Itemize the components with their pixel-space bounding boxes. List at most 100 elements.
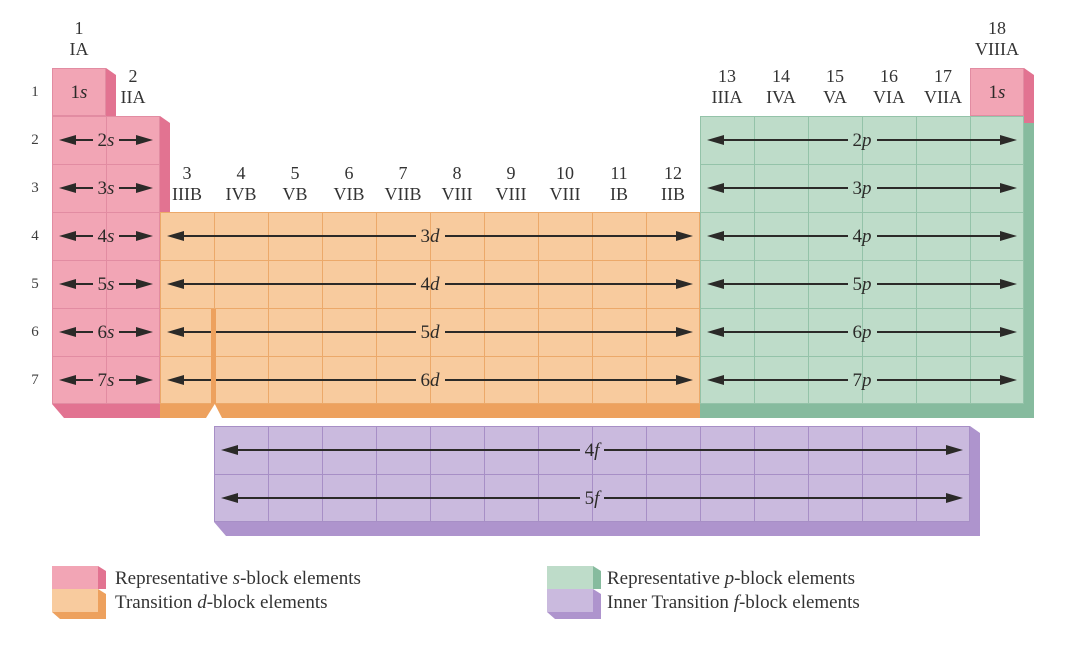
p-block: 2p 3p 4p 5p 6p 7p bbox=[700, 116, 1024, 404]
orbital-label: 3p bbox=[852, 177, 872, 199]
group-header: 4 IVB bbox=[225, 163, 257, 204]
arrow-line bbox=[184, 234, 416, 238]
arrow-line bbox=[184, 330, 416, 334]
arrow-line bbox=[444, 378, 676, 382]
arrow-line bbox=[876, 282, 1000, 286]
period-number: 3 bbox=[31, 180, 39, 196]
period-row: 4p bbox=[700, 212, 1024, 260]
s-block-bottom-bevel bbox=[52, 404, 160, 418]
d-block: 3d 4d 5d 6d bbox=[160, 212, 700, 404]
period-number: 7 bbox=[31, 372, 39, 388]
legend-swatch-edge bbox=[52, 612, 106, 619]
orbital-arrow: 3p bbox=[707, 179, 1017, 198]
orbital-label: 6s bbox=[97, 321, 115, 343]
period-row: 5f bbox=[214, 474, 970, 522]
orbital-label: 4p bbox=[852, 225, 872, 247]
orbital-arrow: 3s bbox=[59, 179, 153, 198]
s-block-3d-edge bbox=[160, 116, 170, 212]
arrowhead-right-icon bbox=[136, 231, 153, 241]
arrowhead-left-icon bbox=[59, 375, 76, 385]
orbital-label: 3d bbox=[420, 225, 440, 247]
period-number: 1 bbox=[31, 84, 39, 100]
arrow-line bbox=[238, 448, 580, 452]
group-header: 10 VIII bbox=[549, 163, 581, 204]
arrow-line bbox=[119, 138, 136, 142]
arrowhead-left-icon bbox=[59, 135, 76, 145]
group-header: 1 IA bbox=[69, 18, 89, 59]
orbital-arrow: 4s bbox=[59, 227, 153, 246]
legend-swatch-p bbox=[547, 566, 603, 589]
orbital-arrow: 5d bbox=[167, 323, 693, 342]
period-row: 3s bbox=[52, 164, 160, 212]
arrowhead-right-icon bbox=[1000, 183, 1017, 193]
f-block: 4f 5f bbox=[214, 426, 970, 522]
arrow-line bbox=[76, 186, 93, 190]
orbital-label: 5s bbox=[97, 273, 115, 295]
legend-label-p-block: Representative p-block elements bbox=[607, 568, 855, 589]
arrow-line bbox=[444, 330, 676, 334]
orbital-label: 5d bbox=[420, 321, 440, 343]
arrowhead-left-icon bbox=[167, 279, 184, 289]
arrowhead-left-icon bbox=[59, 231, 76, 241]
orbital-arrow: 2s bbox=[59, 131, 153, 150]
group-header: 13 IIIA bbox=[711, 66, 743, 107]
arrowhead-left-icon bbox=[59, 183, 76, 193]
arrowhead-left-icon bbox=[707, 279, 724, 289]
arrow-line bbox=[724, 138, 848, 142]
arrowhead-left-icon bbox=[59, 279, 76, 289]
arrow-line bbox=[876, 234, 1000, 238]
arrowhead-right-icon bbox=[136, 183, 153, 193]
arrow-line bbox=[724, 186, 848, 190]
arrow-line bbox=[76, 330, 93, 334]
group-header: 14 IVA bbox=[766, 66, 796, 107]
orbital-label: 2s bbox=[97, 129, 115, 151]
arrow-line bbox=[604, 496, 946, 500]
arrowhead-right-icon bbox=[676, 279, 693, 289]
hydrogen-1s-cell: 1s bbox=[52, 68, 106, 116]
legend-swatch-edge bbox=[593, 566, 601, 589]
arrowhead-left-icon bbox=[167, 231, 184, 241]
arrowhead-right-icon bbox=[676, 231, 693, 241]
arrow-line bbox=[184, 378, 416, 382]
p-block-3d-edge bbox=[1024, 121, 1034, 418]
arrowhead-right-icon bbox=[136, 135, 153, 145]
arrow-line bbox=[119, 330, 136, 334]
period-number: 6 bbox=[31, 324, 39, 340]
orbital-arrow: 7p bbox=[707, 371, 1017, 390]
arrowhead-left-icon bbox=[707, 183, 724, 193]
s-block: 2s 3s 4s 5s 6s 7s bbox=[52, 116, 160, 404]
arrowhead-right-icon bbox=[676, 327, 693, 337]
arrow-line bbox=[238, 496, 580, 500]
group-header: 6 VIB bbox=[333, 163, 365, 204]
period-row: 6p bbox=[700, 308, 1024, 356]
orbital-label: 2p bbox=[852, 129, 872, 151]
group-header: 5 VB bbox=[282, 163, 308, 204]
legend-swatch-face bbox=[52, 566, 98, 589]
arrowhead-left-icon bbox=[707, 135, 724, 145]
arrow-line bbox=[76, 234, 93, 238]
arrow-line bbox=[876, 330, 1000, 334]
arrow-line bbox=[119, 378, 136, 382]
arrowhead-right-icon bbox=[136, 375, 153, 385]
orbital-label: 4f bbox=[584, 439, 600, 461]
arrow-line bbox=[184, 282, 416, 286]
orbital-arrow: 6d bbox=[167, 371, 693, 390]
legend-label-f-block: Inner Transition f-block elements bbox=[607, 592, 860, 613]
group-header: 17 VIIA bbox=[924, 66, 962, 107]
orbital-label: 3s bbox=[97, 177, 115, 199]
legend-swatch-face bbox=[52, 589, 98, 612]
arrow-line bbox=[76, 378, 93, 382]
arrowhead-left-icon bbox=[221, 445, 238, 455]
group-header: 18 VIIIA bbox=[975, 18, 1019, 59]
period-row: 6s bbox=[52, 308, 160, 356]
group-header: 11 IB bbox=[610, 163, 628, 204]
period-row: 4d bbox=[160, 260, 700, 308]
arrowhead-right-icon bbox=[1000, 231, 1017, 241]
orbital-label: 1s bbox=[988, 81, 1006, 103]
arrowhead-left-icon bbox=[167, 375, 184, 385]
arrow-line bbox=[724, 378, 848, 382]
f-block-3d-edge bbox=[970, 426, 980, 536]
arrowhead-right-icon bbox=[1000, 375, 1017, 385]
arrowhead-left-icon bbox=[707, 375, 724, 385]
